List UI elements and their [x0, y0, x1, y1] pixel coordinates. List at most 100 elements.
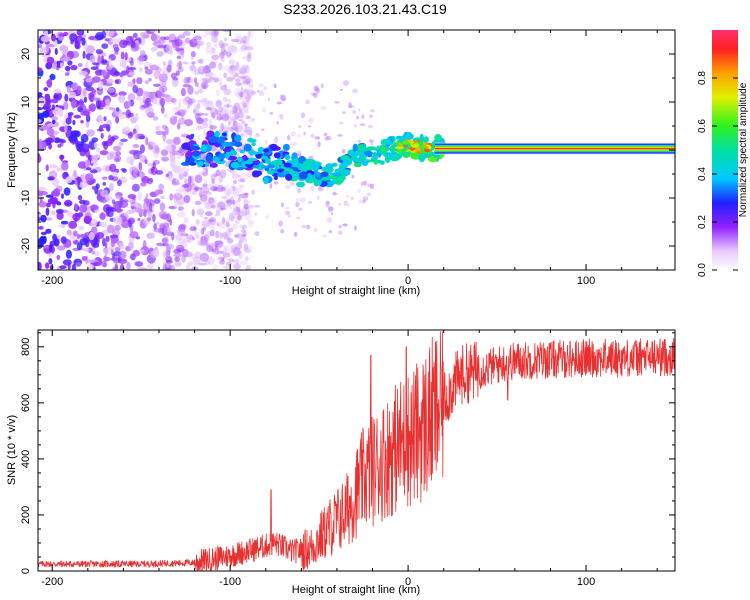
spectrogram-blob [38, 186, 47, 191]
spectrogram-blob [213, 243, 223, 247]
spectrogram-blob [213, 77, 219, 83]
spectrogram-blob [171, 78, 179, 87]
spectrogram-blob [359, 123, 366, 127]
spectrogram-blob [205, 46, 215, 55]
spectrogram-blob [43, 87, 49, 92]
snr-y-label: SNR (10 * v/v) [6, 415, 18, 485]
spectrogram-blob [56, 245, 66, 251]
spectrogram-blob [131, 205, 135, 210]
spectrogram-blob [121, 168, 127, 173]
spectrogram-blob [225, 221, 230, 228]
spectrogram-blob [202, 83, 207, 89]
spectrogram-blob [280, 94, 283, 100]
spectrogram-blob [217, 223, 226, 229]
colorbar-tick-label: 0.2 [697, 215, 708, 229]
spectrogram-blob [204, 64, 210, 71]
spectrogram-blob [207, 218, 215, 223]
spectrogram-ridge-blob [298, 171, 308, 180]
spectrogram-blob [209, 185, 219, 192]
spectrogram-blob [199, 213, 204, 219]
spectrogram-blob [208, 118, 213, 128]
spectrogram-blob [148, 202, 153, 212]
spectrogram-blob [232, 64, 236, 74]
spectrogram-blob [78, 225, 85, 231]
spectrogram-ridge-blob [409, 146, 415, 151]
spectrogram-blob [75, 262, 82, 267]
spectrogram-blob [96, 116, 104, 124]
spectrogram-blob [278, 114, 284, 118]
spectrogram-blob [63, 187, 71, 196]
spectrogram-blob [95, 232, 105, 239]
spectrogram-blob [210, 225, 216, 232]
spectrogram-blob [95, 31, 104, 41]
spectrogram-blob [284, 210, 291, 216]
spectrogram-blob [77, 106, 83, 113]
spectrogram-blob [65, 249, 72, 259]
spectrogram-blob [232, 120, 238, 126]
spectrogram-blob [200, 185, 210, 194]
spectrogram-blob [242, 75, 251, 85]
spectrogram-blob [165, 243, 174, 250]
spectrogram-blob [216, 89, 220, 97]
spectrogram-blob [246, 77, 254, 87]
spectrogram-blob [194, 174, 203, 184]
spectrogram-blob [235, 206, 241, 213]
spectrogram-blob [194, 200, 202, 206]
spectrogram-blob [179, 223, 187, 230]
spectrogram-blob [118, 114, 126, 120]
spectrogram-blob [243, 102, 247, 108]
spectrogram-blob [251, 189, 256, 195]
spectrogram-blob [107, 209, 114, 218]
spectrogram-blob [231, 171, 239, 180]
spectrogram-blob [232, 179, 238, 185]
spectrogram-blob [235, 82, 243, 87]
spectrogram-blob [60, 236, 67, 244]
spectrogram-blob [97, 55, 102, 65]
spectrogram-blob [62, 259, 72, 266]
spectrogram-blob [78, 204, 88, 213]
spectrogram-blob [226, 103, 230, 109]
spectrogram-blob [243, 204, 250, 210]
spectrogram-blob [272, 83, 277, 86]
spectrogram-blob [214, 231, 222, 239]
spectrogram-blob [38, 201, 47, 208]
spectrogram-blob [117, 216, 123, 225]
spectrogram-blob [74, 40, 80, 49]
spectrogram-blob [149, 30, 159, 33]
spectrogram-ridge-blob [410, 144, 418, 148]
spectrogram-blob [227, 67, 232, 72]
spectrogram-ridge-blob [412, 152, 419, 160]
spectrogram-blob [132, 32, 138, 39]
spectrogram-blob [146, 217, 152, 222]
spectrogram-blob [173, 116, 178, 120]
spectrogram-y-tick-label: 0 [20, 147, 32, 153]
spectrogram-blob [153, 223, 158, 230]
spectrogram-blob [107, 224, 115, 234]
spectrogram-blob [70, 64, 78, 71]
spectrogram-blob [205, 243, 210, 248]
spectrogram-blob [254, 212, 258, 216]
spectrogram-blob [48, 164, 58, 169]
spectrogram-blob [152, 116, 159, 121]
spectrogram-blob [262, 86, 268, 91]
spectrogram-blob [132, 166, 138, 172]
spectrogram-blob [234, 80, 242, 85]
spectrogram-blob [221, 65, 230, 71]
spectrogram-blob [146, 177, 153, 185]
spectrogram-blob [178, 66, 184, 73]
spectrogram-blob [209, 229, 215, 237]
spectrogram-blob [254, 231, 260, 237]
spectrogram-blob [182, 31, 191, 37]
spectrogram-blob [211, 47, 216, 54]
spectrogram-blob [249, 85, 254, 88]
spectrogram-blob [202, 97, 208, 103]
spectrogram-ridge-blob [384, 155, 391, 164]
spectrogram-blob [45, 44, 50, 53]
spectrogram-blob [219, 111, 224, 116]
spectrogram-blob [208, 242, 217, 252]
spectrogram-blob [95, 49, 104, 55]
spectrogram-ridge-blob [284, 154, 291, 161]
spectrogram-y-tick-label: -10 [20, 190, 32, 206]
spectrogram-blob [220, 207, 227, 211]
spectrogram-blob [163, 113, 168, 118]
